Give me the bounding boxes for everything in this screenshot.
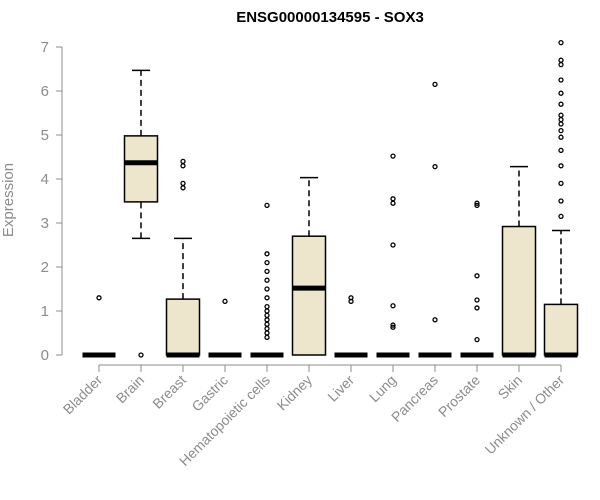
y-axis-label: Expression xyxy=(0,163,17,237)
outlier-point xyxy=(264,334,270,341)
box-group xyxy=(165,158,201,358)
outlier-point xyxy=(558,147,564,154)
outlier-point xyxy=(558,77,564,83)
outlier-point xyxy=(180,163,186,169)
outlier-point xyxy=(432,317,438,323)
y-tick-label: 7 xyxy=(41,39,49,56)
outlier-point xyxy=(390,303,396,309)
outlier-point xyxy=(264,303,270,310)
y-tick-label: 1 xyxy=(41,303,49,320)
outlier-point xyxy=(264,321,270,327)
x-tick-label: Lung xyxy=(366,372,399,405)
outlier-point xyxy=(474,202,480,209)
y-tick-label: 6 xyxy=(41,83,49,100)
outlier-point xyxy=(96,295,102,301)
outlier-point xyxy=(138,352,144,358)
outlier-point xyxy=(264,202,270,209)
outlier-point xyxy=(222,298,228,304)
outlier-point xyxy=(264,308,270,314)
outlier-point xyxy=(474,336,480,343)
y-tick-label: 4 xyxy=(41,171,49,188)
outlier-point xyxy=(264,330,270,336)
x-tick-label: Liver xyxy=(324,372,357,405)
outlier-point xyxy=(264,312,270,319)
box-group xyxy=(208,298,242,358)
outlier-point xyxy=(558,116,564,123)
outlier-point xyxy=(558,101,564,107)
box-group xyxy=(418,81,452,358)
chart-title: ENSG00000134595 - SOX3 xyxy=(236,9,424,26)
y-tick-label: 5 xyxy=(41,127,49,144)
y-tick-label: 3 xyxy=(41,215,49,232)
outlier-point xyxy=(432,164,438,170)
outlier-point xyxy=(558,61,564,68)
y-tick-label: 0 xyxy=(41,347,49,364)
x-tick-label: Prostate xyxy=(435,372,483,420)
outlier-point xyxy=(558,213,564,220)
outlier-point xyxy=(558,121,564,127)
x-tick-label: Pancreas xyxy=(388,372,441,425)
x-tick-label: Unknown / Other xyxy=(482,372,568,458)
y-tick-label: 2 xyxy=(41,259,49,276)
box-iqr xyxy=(165,298,201,356)
box-iqr xyxy=(543,303,579,356)
box-group xyxy=(543,39,579,358)
outlier-point xyxy=(558,163,564,169)
outlier-point xyxy=(264,251,270,257)
outlier-point xyxy=(264,259,270,266)
outlier-point xyxy=(390,242,396,248)
outlier-point xyxy=(558,39,564,46)
box-group xyxy=(123,69,159,358)
box-group xyxy=(82,295,116,358)
outlier-point xyxy=(390,153,396,159)
box-group xyxy=(334,295,368,358)
outlier-point xyxy=(348,295,354,301)
outlier-point xyxy=(474,297,480,303)
outlier-point xyxy=(558,198,564,204)
box-group xyxy=(460,200,494,358)
x-tick-label: Breast xyxy=(149,372,189,412)
outlier-point xyxy=(264,277,270,283)
box-group xyxy=(291,176,327,356)
box-iqr xyxy=(501,225,537,356)
outlier-point xyxy=(180,158,186,165)
x-tick-label: Bladder xyxy=(60,372,106,418)
outlier-point xyxy=(180,185,186,191)
outlier-point xyxy=(474,273,480,279)
box-group xyxy=(376,153,410,358)
x-tick-label: Skin xyxy=(495,372,526,403)
boxes-layer xyxy=(82,39,579,358)
outlier-point xyxy=(264,286,270,292)
outlier-point xyxy=(264,325,270,332)
outlier-point xyxy=(558,127,564,134)
outlier-point xyxy=(474,305,480,311)
box-group xyxy=(501,165,537,358)
box-group xyxy=(250,202,284,358)
box-iqr xyxy=(291,235,327,356)
box-iqr xyxy=(123,135,159,203)
outlier-point xyxy=(390,322,396,328)
x-tick-label: Kidney xyxy=(274,372,316,414)
outlier-point xyxy=(390,200,396,206)
outlier-point xyxy=(432,81,438,88)
x-tick-label: Brain xyxy=(113,372,147,406)
outlier-point xyxy=(558,112,564,118)
outlier-point xyxy=(390,196,396,202)
outlier-point xyxy=(558,134,564,140)
outlier-point xyxy=(474,200,480,206)
outlier-point xyxy=(390,324,396,330)
outlier-point xyxy=(264,295,270,301)
outlier-point xyxy=(558,180,564,187)
outlier-point xyxy=(264,317,270,323)
outlier-point xyxy=(180,180,186,187)
outlier-point xyxy=(558,90,564,96)
outlier-point xyxy=(558,57,564,63)
y-axis: 0 1 2 3 4 5 6 7 xyxy=(41,39,63,364)
outlier-point xyxy=(264,268,270,275)
